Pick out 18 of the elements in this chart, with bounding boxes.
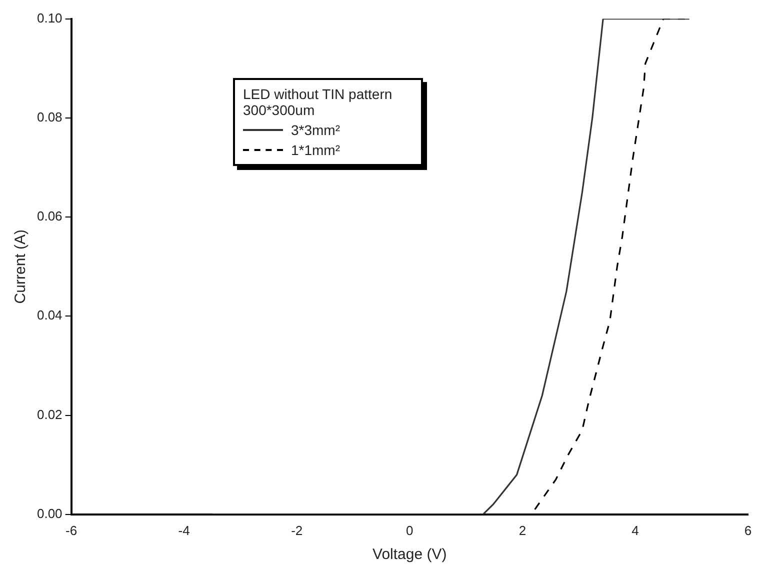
x-axis-title: Voltage (V) xyxy=(372,546,447,564)
y-tick-label: 0.00 xyxy=(36,506,62,521)
y-tick-label: 0.08 xyxy=(36,110,62,124)
x-tick-label: -4 xyxy=(178,522,190,538)
legend-title: LED without TIN pattern 300*300um xyxy=(243,86,394,118)
x-tick-label: 2 xyxy=(518,522,526,538)
y-tick-label: 0.02 xyxy=(36,406,62,422)
x-tick-label: -2 xyxy=(291,522,303,538)
x-tick-label: 6 xyxy=(744,522,752,538)
y-tick-label: 0.06 xyxy=(36,208,62,224)
y-axis-title: Current (A) xyxy=(12,230,30,304)
x-tick-label: 0 xyxy=(406,522,414,538)
legend-label: 1*1mm² xyxy=(291,142,340,158)
legend-label: 3*3mm² xyxy=(291,122,340,138)
y-tick-label: 0.04 xyxy=(36,308,62,323)
x-tick-label: -6 xyxy=(66,522,78,538)
x-tick-label: 4 xyxy=(632,522,639,538)
y-tick-label: 0.10 xyxy=(36,10,62,26)
